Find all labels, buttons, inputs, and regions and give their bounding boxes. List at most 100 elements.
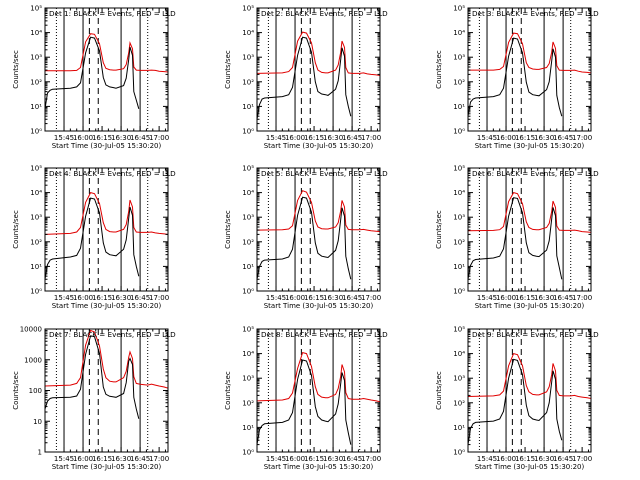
x-tick-label: 16:00	[73, 134, 93, 142]
plot-frame	[44, 7, 169, 132]
lld-series-line	[468, 32, 591, 74]
events-series-line	[257, 36, 352, 120]
y-tick-label: 10⁰	[242, 449, 254, 457]
lld-series-line	[45, 329, 168, 389]
y-tick-label: 10¹	[30, 103, 42, 111]
y-tick-label: 10⁵	[242, 326, 254, 334]
x-tick-label: 16:00	[285, 455, 305, 463]
detector-panel: 10⁰ 10¹ 10² 10³ 10⁴ 10⁵ 15:4516:0016:1516:3016…	[224, 165, 388, 311]
y-tick-label: 10⁰	[453, 128, 465, 136]
y-tick-label: 10²	[453, 399, 465, 407]
y-tick-label: 10³	[242, 375, 254, 383]
x-tick-label: 16:15	[92, 294, 112, 302]
x-tick-label: 17:00	[572, 294, 592, 302]
lld-series-line	[257, 190, 380, 233]
y-tick-label: 10²	[30, 238, 42, 246]
y-tick-label: 10⁴	[453, 189, 465, 197]
lld-series-line	[257, 31, 380, 76]
x-tick-label: 15:45	[477, 294, 497, 302]
y-tick-label: 10⁵	[30, 165, 42, 173]
y-tick-label: 10⁴	[242, 29, 254, 37]
events-series-line	[468, 37, 563, 117]
panel-title: Det 7: BLACK = Events, RED = LLD	[49, 330, 176, 339]
y-tick-label: 10⁰	[453, 288, 465, 296]
x-tick-label: 16:15	[304, 455, 324, 463]
x-tick-label: 17:00	[149, 294, 169, 302]
x-tick-label: 16:45	[553, 455, 573, 463]
x-axis-label: Start Time (30-Jul-05 15:30:20)	[264, 142, 374, 150]
y-axis-label: Counts/sec	[435, 371, 443, 410]
y-tick-label: 10	[33, 418, 42, 426]
x-tick-label: 16:15	[515, 294, 535, 302]
x-tick-label: 15:45	[266, 134, 286, 142]
x-tick-label: 17:00	[361, 294, 381, 302]
x-tick-label: 16:45	[342, 455, 362, 463]
events-series-line	[257, 196, 352, 280]
plot-frame	[256, 7, 381, 132]
x-tick-label: 15:45	[54, 455, 74, 463]
y-tick-label: 10³	[242, 214, 254, 222]
x-tick-label: 16:30	[111, 294, 131, 302]
x-tick-label: 16:45	[130, 294, 150, 302]
x-tick-label: 16:00	[496, 455, 516, 463]
x-tick-label: 16:30	[534, 455, 554, 463]
x-axis-label: Start Time (30-Jul-05 15:30:20)	[264, 302, 374, 310]
y-tick-label: 10000	[20, 326, 42, 334]
x-tick-label: 16:15	[304, 134, 324, 142]
y-tick-label: 10⁰	[453, 449, 465, 457]
detector-panel: 10⁰ 10¹ 10² 10³ 10⁴ 10⁵ 15:4516:0016:1516:3016…	[435, 165, 599, 311]
y-tick-label: 10⁰	[30, 128, 42, 136]
events-series-line	[45, 335, 140, 419]
y-tick-label: 10²	[242, 238, 254, 246]
x-tick-label: 16:45	[130, 134, 150, 142]
panel-title: Det 5: BLACK = Events, RED = LLD	[261, 169, 388, 178]
panel-title: Det 1: BLACK = Events, RED = LLD	[49, 9, 176, 18]
y-axis-label: Counts/sec	[435, 50, 443, 89]
y-tick-label: 10³	[242, 54, 254, 62]
y-tick-label: 10¹	[30, 263, 42, 271]
lld-series-line	[45, 33, 168, 73]
panel-title: Det 4: BLACK = Events, RED = LLD	[49, 169, 176, 178]
x-tick-label: 16:15	[92, 134, 112, 142]
x-axis-label: Start Time (30-Jul-05 15:30:20)	[475, 302, 585, 310]
x-tick-label: 16:00	[496, 294, 516, 302]
y-axis-label: Counts/sec	[224, 210, 232, 249]
x-axis-label: Start Time (30-Jul-05 15:30:20)	[52, 463, 162, 471]
y-tick-label: 10³	[30, 54, 42, 62]
detector-panel: 1 10 100 1000 10000 15:4516:0016:1516:3016:45…	[12, 326, 176, 472]
x-tick-label: 16:00	[496, 134, 516, 142]
y-tick-label: 10¹	[242, 424, 254, 432]
y-axis-label: Counts/sec	[435, 210, 443, 249]
x-tick-label: 16:45	[130, 455, 150, 463]
events-series-line	[468, 358, 563, 445]
y-tick-label: 10⁵	[453, 5, 465, 13]
x-tick-label: 16:30	[111, 455, 131, 463]
y-tick-label: 10⁰	[242, 128, 254, 136]
x-tick-label: 16:00	[73, 294, 93, 302]
y-tick-label: 10²	[242, 399, 254, 407]
y-axis-label: Counts/sec	[224, 371, 232, 410]
y-tick-label: 10¹	[242, 263, 254, 271]
y-tick-label: 10¹	[453, 103, 465, 111]
y-tick-label: 10⁵	[242, 165, 254, 173]
y-tick-label: 10²	[30, 78, 42, 86]
y-tick-label: 10⁵	[453, 326, 465, 334]
y-tick-label: 1000	[24, 356, 42, 364]
y-tick-label: 10⁴	[242, 350, 254, 358]
x-tick-label: 16:15	[92, 455, 112, 463]
y-tick-label: 100	[29, 387, 42, 395]
plot-frame	[467, 167, 592, 292]
x-tick-label: 17:00	[149, 455, 169, 463]
lld-series-line	[468, 352, 591, 399]
x-tick-label: 16:30	[534, 134, 554, 142]
x-tick-label: 15:45	[477, 134, 497, 142]
y-axis-label: Counts/sec	[12, 371, 20, 410]
x-tick-label: 16:30	[534, 294, 554, 302]
y-tick-label: 10²	[453, 238, 465, 246]
plot-frame	[467, 328, 592, 453]
y-tick-label: 10³	[453, 54, 465, 62]
detector-panel: 10⁰ 10¹ 10² 10³ 10⁴ 10⁵ 15:4516:0016:1516:3016…	[224, 326, 388, 472]
y-tick-label: 10⁰	[242, 288, 254, 296]
events-series-line	[45, 36, 140, 109]
